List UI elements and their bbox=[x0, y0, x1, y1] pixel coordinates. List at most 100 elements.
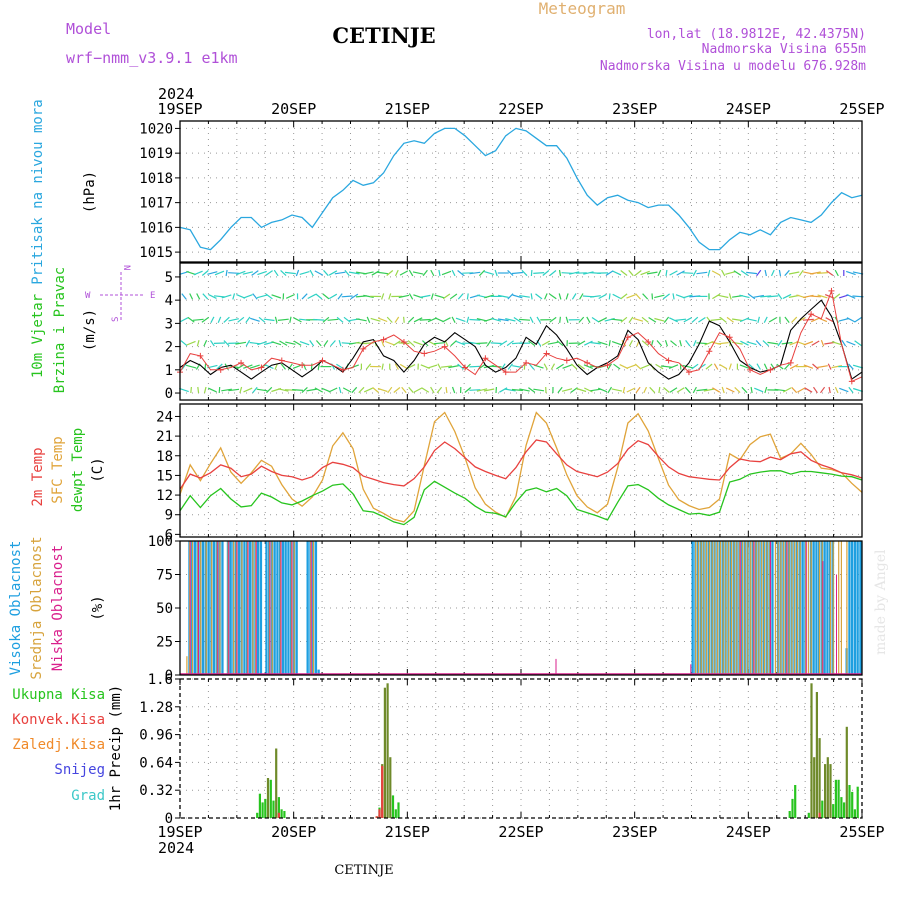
wind-arrow bbox=[237, 316, 245, 323]
wind-arrow bbox=[450, 340, 457, 347]
wind-arrow bbox=[322, 316, 330, 323]
wind-arrow bbox=[530, 293, 533, 300]
wind-arrow bbox=[654, 317, 665, 322]
wind-arrow bbox=[336, 316, 344, 323]
y-tick-label: 1015 bbox=[139, 245, 173, 261]
wind-arrow bbox=[547, 341, 559, 345]
wind-arrow bbox=[381, 340, 385, 347]
cloud-mid-bar bbox=[703, 541, 705, 675]
wind-arrow bbox=[620, 293, 628, 300]
wind-arrow bbox=[327, 318, 339, 321]
wind-arrow bbox=[657, 269, 662, 277]
wind-arrow bbox=[430, 269, 435, 277]
cloud-mid-bar bbox=[758, 541, 760, 675]
wind-arrow bbox=[263, 318, 275, 322]
y-tick-label: 50 bbox=[156, 601, 173, 617]
wind-arrow bbox=[804, 387, 813, 393]
wind-arrow bbox=[682, 272, 694, 274]
y-axis-label: Brzina i Pravac bbox=[52, 267, 68, 393]
precip-conv-bar bbox=[277, 812, 280, 818]
wind-arrow bbox=[371, 270, 380, 276]
wind-arrow bbox=[221, 294, 232, 299]
wind-arrow bbox=[190, 386, 192, 394]
wind-arrow bbox=[550, 363, 556, 370]
wind-gust-marker bbox=[767, 366, 774, 373]
wind-arrow bbox=[685, 340, 691, 347]
wind-gust-marker bbox=[360, 345, 367, 352]
wind-gust-marker bbox=[747, 366, 754, 373]
wind-arrow bbox=[684, 386, 691, 394]
wind-arrow bbox=[848, 386, 854, 394]
cloud-mid-bar bbox=[832, 541, 834, 675]
wind-gust-marker bbox=[278, 357, 285, 364]
wind-arrow bbox=[456, 340, 466, 346]
wind-arrow bbox=[457, 363, 465, 370]
y-axis-label: Srednja Oblacnost bbox=[29, 536, 45, 679]
wind-arrow bbox=[669, 317, 678, 323]
wind-arrow bbox=[692, 386, 697, 394]
wind-arrow bbox=[549, 316, 557, 323]
wind-arrow bbox=[565, 293, 569, 300]
wind-arrow bbox=[210, 340, 215, 347]
precip-total-bar bbox=[829, 764, 832, 818]
temp-2m-line bbox=[179, 439, 863, 490]
top-day-label: 19SEP bbox=[157, 100, 202, 118]
cloud-high-bar bbox=[848, 541, 851, 675]
wind-arrow bbox=[777, 340, 783, 347]
wind-arrow bbox=[428, 340, 437, 346]
wind-arrow bbox=[422, 269, 428, 277]
wind-arrow bbox=[519, 295, 530, 298]
cloud-mid-bar bbox=[711, 541, 713, 675]
wind-arrow bbox=[223, 316, 230, 323]
altitude-label: Nadmorska Visina 655m bbox=[702, 42, 867, 57]
wind-arrow bbox=[442, 317, 451, 323]
wind-arrow bbox=[507, 269, 514, 277]
wind-arrow bbox=[457, 270, 465, 276]
wind-arrow bbox=[696, 388, 708, 392]
wind-arrow bbox=[214, 270, 225, 276]
watermark: made by Angel bbox=[873, 549, 889, 655]
wind-arrow bbox=[204, 363, 207, 370]
wind-arrow bbox=[387, 386, 393, 394]
wind-arrow bbox=[721, 269, 726, 277]
wind-arrow bbox=[756, 363, 761, 370]
wind-arrow bbox=[193, 270, 203, 276]
cloud-high-bar bbox=[812, 541, 815, 675]
wind-arrow bbox=[408, 386, 414, 394]
wind-arrow bbox=[271, 341, 282, 346]
cloud-low-bar bbox=[217, 541, 219, 675]
wind-arrow bbox=[363, 387, 373, 393]
cloud-high-bar bbox=[801, 541, 804, 675]
y-tick-label: 75 bbox=[156, 568, 173, 584]
wind-gust-marker bbox=[400, 338, 407, 345]
wind-arrow bbox=[549, 293, 557, 300]
wind-arrow bbox=[670, 340, 677, 347]
compass-e: E bbox=[150, 291, 155, 301]
y-axis-label: 2m Temp bbox=[30, 447, 46, 506]
wind-arrow bbox=[544, 293, 548, 300]
cloud-high-bar bbox=[859, 541, 862, 675]
wind-arrow bbox=[608, 340, 611, 347]
wind-arrow bbox=[817, 365, 828, 369]
precip-total-bar bbox=[837, 779, 840, 818]
cloud-low-bar bbox=[236, 541, 238, 675]
cloud-mid-bar bbox=[697, 541, 699, 675]
wind-arrow bbox=[663, 316, 670, 323]
cloud-low-bar bbox=[555, 658, 557, 675]
wind-arrow bbox=[413, 340, 423, 346]
wind-arrow bbox=[315, 340, 322, 347]
cloud-mid-bar bbox=[788, 541, 790, 675]
dewpt-temp-line bbox=[179, 470, 863, 526]
wind-arrow bbox=[834, 269, 839, 277]
y-tick-label: 21 bbox=[156, 429, 173, 445]
precip-total-bar bbox=[394, 809, 397, 818]
wind-arrow bbox=[434, 294, 445, 299]
precip-total-bar bbox=[264, 798, 267, 818]
wind-arrow bbox=[249, 341, 261, 345]
wind-arrow bbox=[306, 388, 318, 392]
wind-arrow bbox=[696, 271, 708, 275]
cloud-mid-bar bbox=[785, 541, 787, 675]
wind-arrow bbox=[626, 294, 636, 299]
cloud-high-bar bbox=[815, 541, 818, 675]
wind-arrow bbox=[469, 389, 481, 391]
